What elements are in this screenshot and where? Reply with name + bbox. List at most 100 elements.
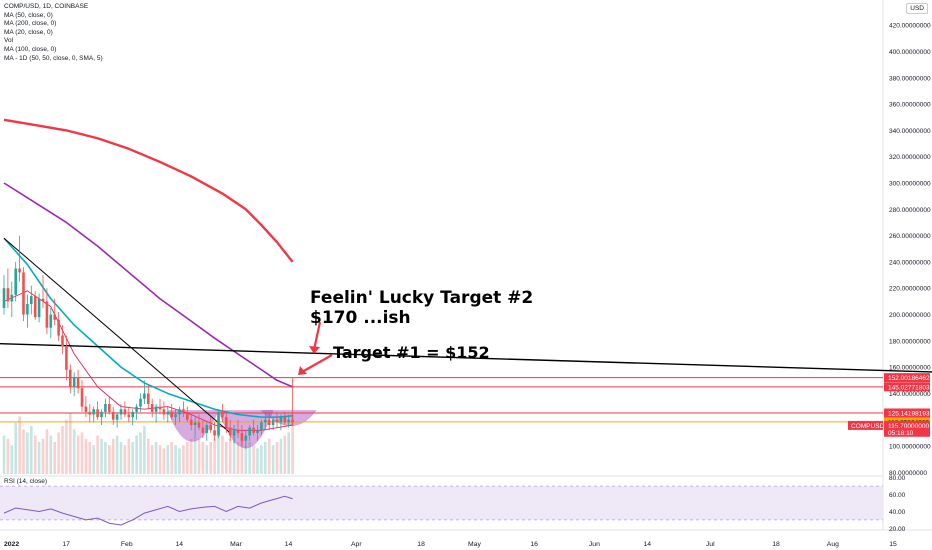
volume-bar [271, 445, 275, 474]
legend-indicator-ma50[interactable]: MA (50, close, 0) [4, 11, 53, 19]
volume-bar [147, 438, 150, 474]
ma-series-0 [3, 118, 294, 263]
candle-body [221, 411, 224, 418]
candle-body [248, 427, 251, 436]
rsi-band [0, 486, 883, 520]
price-tick-label: 100.00000000 [889, 444, 931, 451]
annotation-target-1: Target #1 = $152 [333, 343, 490, 362]
volume-bar [174, 445, 177, 474]
legend-indicator-vol[interactable]: Vol [4, 37, 14, 45]
trendline-0 [3, 237, 231, 434]
price-tag-label: 152.00186462 [888, 375, 930, 382]
rsi-line [3, 495, 293, 526]
volume-bar [18, 416, 21, 474]
volume-bar [72, 429, 76, 474]
volume-bar [240, 438, 244, 474]
candle-body [267, 419, 271, 426]
candle-body [80, 388, 84, 407]
candle-body [260, 422, 263, 431]
volume-bar [228, 438, 232, 474]
candle-body [228, 427, 232, 436]
candle-body [170, 411, 173, 418]
price-tick-label: 300.00000000 [889, 180, 931, 187]
candle-body [147, 393, 150, 404]
time-tick-label: Apr [351, 541, 362, 548]
candle-body [18, 268, 21, 273]
legend-symbol[interactable]: COMP/USD, 1D, COINBASE [4, 3, 89, 10]
candle-body [244, 435, 248, 441]
volume-bar [49, 435, 53, 474]
time-tick-label: 14 [285, 541, 293, 548]
candle-body [41, 298, 45, 302]
price-tag-bg [884, 373, 930, 383]
volume-bar [260, 445, 263, 474]
ma-series-1 [3, 182, 293, 388]
volume-bar [131, 442, 134, 474]
volume-bar [6, 438, 10, 474]
candle-body [279, 417, 283, 423]
currency-badge[interactable]: USD [906, 3, 928, 14]
legend-indicator-ma200[interactable]: MA (200, close, 0) [4, 20, 57, 28]
rsi-legend[interactable]: RSI (14, close) [4, 478, 47, 485]
candle-body [189, 419, 193, 426]
candle-body [10, 294, 14, 302]
candle-body [53, 314, 56, 320]
volume-bar [287, 432, 290, 474]
candle-body [111, 411, 115, 420]
volume-bar [111, 438, 115, 474]
volume-bar [37, 442, 41, 474]
time-tick-label: 14 [176, 541, 184, 548]
volume-bar [225, 442, 228, 474]
volume-bar [14, 422, 17, 474]
price-tick-label: 420.00000000 [889, 23, 931, 30]
time-tick-label: Mar [230, 541, 242, 548]
candle-body [236, 430, 240, 433]
candle-body [127, 414, 131, 418]
volume-bar [84, 438, 88, 474]
volume-bar [275, 442, 279, 474]
volume-bar [252, 445, 255, 474]
volume-bar [205, 445, 209, 474]
symbol-tag-bg [848, 420, 883, 430]
volume-bar [61, 426, 64, 474]
time-tick-label: Jul [706, 541, 715, 548]
price-tick-label: 260.00000000 [889, 233, 931, 240]
volume-bar [154, 442, 158, 474]
volume-bar [244, 445, 248, 474]
volume-bar [88, 442, 92, 474]
volume-bar [26, 432, 29, 474]
candle-body [232, 430, 236, 436]
annotation-target-2: Feelin' Lucky Target #2 $170 ...ish [310, 288, 533, 328]
time-tick-label: 15 [889, 541, 897, 548]
candle-body [225, 417, 228, 428]
time-tick-label: Feb [121, 541, 133, 548]
volume-bar [213, 438, 216, 474]
candle-body [92, 409, 95, 415]
price-tick-label: 360.00000000 [889, 102, 931, 109]
volume-bar [143, 426, 146, 474]
price-tag-label: 125.14198193 [888, 410, 930, 417]
volume-bar [248, 442, 251, 474]
legend-indicator-ma-1d[interactable]: MA - 1D (50, 50, close, 0, SMA, 5) [4, 54, 103, 62]
volume-bar [232, 435, 236, 474]
candle-body [65, 346, 68, 370]
price-tag-bg [884, 427, 930, 437]
volume-bar [236, 442, 240, 474]
candle-body [178, 409, 181, 415]
volume-bar [217, 429, 220, 474]
legend-indicator-ma100[interactable]: MA (100, close, 0) [4, 45, 57, 53]
arrow-target-1-shaft [301, 354, 333, 373]
volume-bar [201, 442, 205, 474]
candle-body [6, 288, 10, 302]
price-tag-label: 05:18:10 [888, 430, 914, 437]
candle-body [131, 411, 134, 418]
candle-body [135, 406, 138, 412]
candle-body [22, 272, 25, 315]
time-tick-label: 17 [62, 541, 70, 548]
candle-body [61, 335, 64, 347]
legend-indicator-ma20[interactable]: MA (20, close, 0) [4, 28, 53, 36]
price-tag-bg [884, 382, 930, 392]
price-tick-label: 140.00000000 [889, 391, 931, 398]
candle-body [158, 406, 162, 410]
